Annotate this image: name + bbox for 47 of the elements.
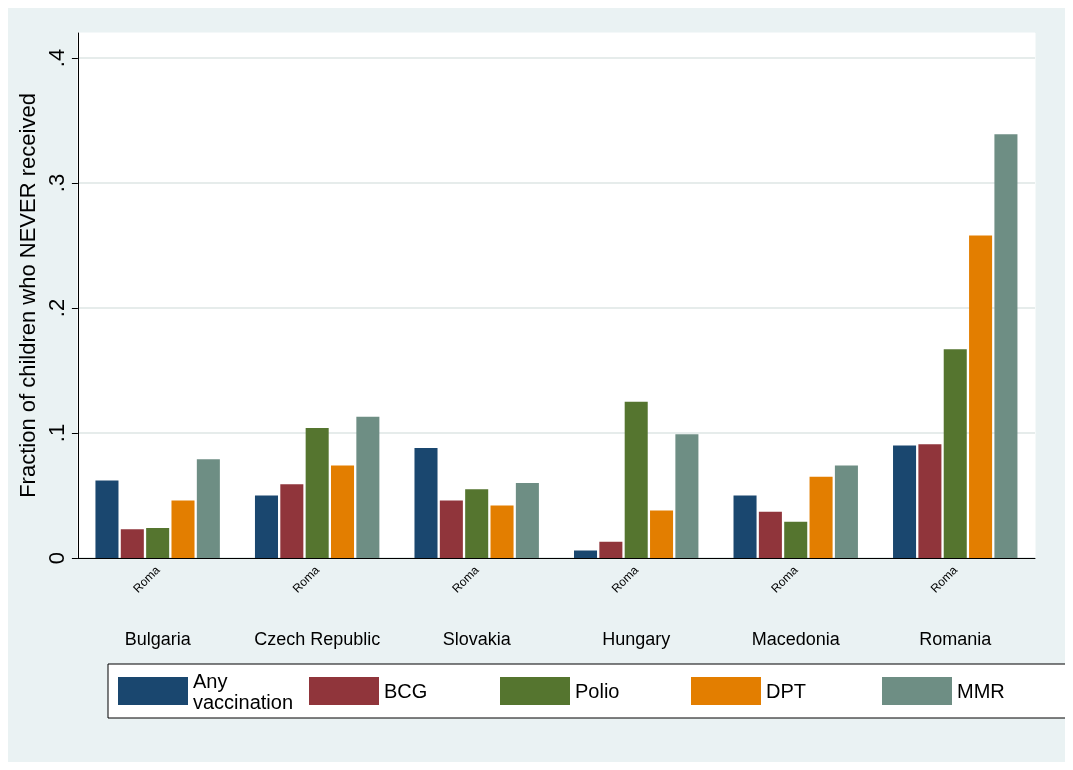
bar [171, 500, 195, 558]
bar [414, 448, 438, 558]
legend-label: BCG [384, 680, 428, 702]
legend-label: Polio [575, 680, 620, 702]
x-tick-label: Romania [919, 629, 993, 649]
bar [650, 510, 674, 558]
bar [809, 476, 833, 558]
bar [305, 428, 329, 558]
bar [994, 134, 1018, 558]
bar [439, 500, 463, 558]
legend-label: DPT [766, 680, 806, 702]
bar [943, 349, 967, 558]
bar [490, 505, 514, 558]
bar [254, 495, 278, 558]
bar [758, 511, 782, 558]
legend-label: Any vaccination [193, 669, 294, 713]
bar [784, 521, 808, 558]
bar [893, 445, 917, 558]
bar [120, 529, 144, 558]
bar [146, 528, 170, 558]
bar [624, 401, 648, 558]
bar [918, 444, 942, 558]
bar [95, 480, 119, 558]
bar [465, 489, 489, 558]
bar [331, 465, 355, 558]
x-tick-label: Czech Republic [254, 629, 381, 649]
y-axis-title: Fraction of children who NEVER received [14, 93, 40, 498]
bar [574, 550, 598, 558]
bar [356, 416, 380, 558]
x-tick-label: Macedonia [751, 629, 841, 649]
y-tick-label: .2 [44, 298, 70, 318]
y-tick-label: .3 [44, 173, 70, 193]
bar [515, 483, 539, 558]
bar [969, 235, 993, 558]
bar [280, 484, 304, 558]
bar [599, 541, 623, 558]
y-tick-label: .1 [44, 423, 70, 443]
x-tick-label: Slovakia [442, 629, 512, 649]
y-tick-label: 0 [44, 551, 70, 565]
y-tick-label: .4 [44, 48, 70, 68]
bar [675, 434, 699, 558]
bar [196, 459, 220, 558]
x-tick-label: Bulgaria [124, 629, 192, 649]
bar [834, 465, 858, 558]
x-tick-label: Hungary [602, 629, 671, 649]
bar [733, 495, 757, 558]
legend-label: MMR [957, 680, 1005, 702]
